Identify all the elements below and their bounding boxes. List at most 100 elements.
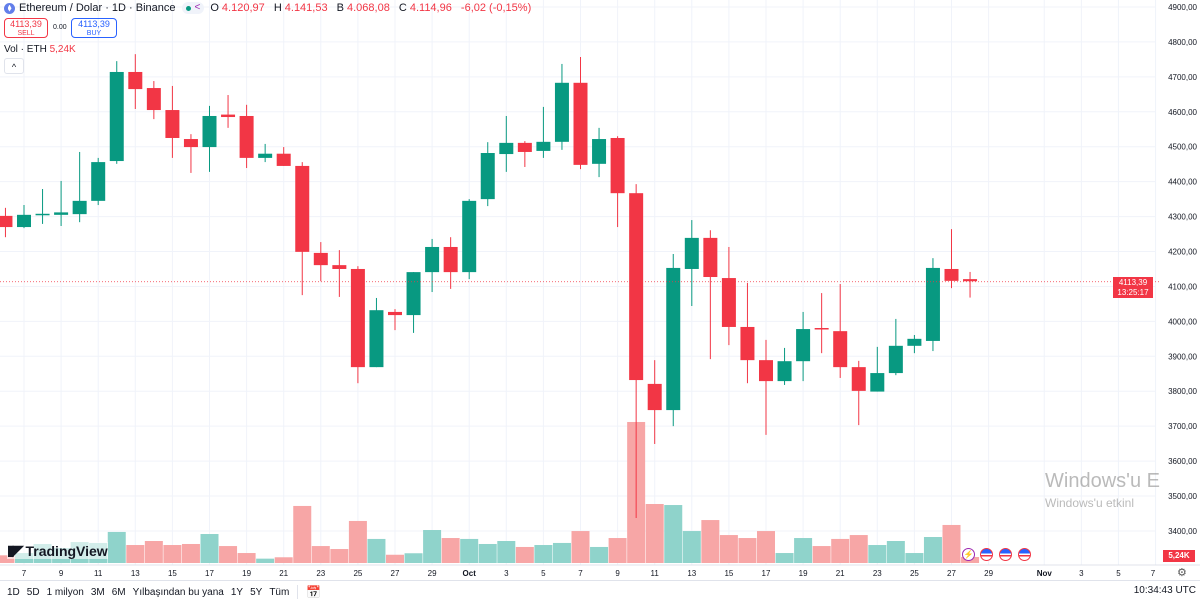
volume-bar [942,524,961,563]
volume-bar [552,542,571,563]
candle-body [239,115,254,158]
candle-body [796,329,811,362]
time-axis-label: 23 [316,569,325,578]
candle-body [443,246,458,273]
symbol-title[interactable]: Ethereum / Dolar · 1D · Binance [19,2,176,14]
windows-activation-watermark-sub: Windows'u etkinl [1045,496,1134,510]
candle-body [425,246,440,273]
close-value: 4.114,96 [409,2,452,14]
volume-bar [107,531,126,563]
ohlc-values: O 4.120,97 H 4.141,53 B 4.068,08 C 4.114,96 … [210,2,534,14]
us-flag-event-icon[interactable] [999,548,1012,561]
time-axis-label: 29 [984,569,993,578]
time-axis-label: 19 [799,569,808,578]
sell-label: SELL [17,30,35,37]
time-axis-label: 13 [131,569,140,578]
candle-body [72,200,87,215]
volume-legend[interactable]: Vol · ETH 5,24K [4,44,76,55]
volume-bar [849,535,868,563]
candle-body [313,252,328,266]
us-flag-event-icon[interactable] [980,548,993,561]
us-flag-event-icon[interactable] [1018,548,1031,561]
logo-text: TradingView [25,542,108,559]
volume-bar [293,505,312,563]
candle-body [54,212,69,215]
buy-button[interactable]: 4113,39 BUY [71,18,117,38]
share-icon: < [194,2,201,13]
toolbar-divider [297,585,299,599]
candle-body [629,193,644,381]
volume-bar [608,538,627,563]
status-pill[interactable]: < [181,2,205,14]
lightning-event-icon[interactable]: ⚡ [962,548,975,561]
candle-body [684,237,699,269]
collapse-legend-button[interactable]: ^ [4,58,24,74]
range-ytd[interactable]: Yılbaşından bu yana [132,586,224,598]
candle-body [666,267,681,411]
clock-utc[interactable]: 10:34:43 UTC [1133,585,1196,596]
go-to-date-calendar-icon[interactable]: 📅 [306,585,322,599]
range-1d[interactable]: 1D [7,586,20,598]
volume-bar [590,546,609,563]
range-all[interactable]: Tüm [269,586,290,598]
volume-label: Vol · ETH [4,44,47,55]
time-axis-label: 15 [724,569,733,578]
volume-bar [831,538,850,563]
price-axis-label: 3400,00 [1168,527,1197,536]
volume-value: 5,24K [49,44,76,55]
candle-body [183,139,198,148]
high-value: 4.141,53 [284,2,328,14]
range-3m[interactable]: 3M [90,586,105,598]
price-axis-label: 4800,00 [1168,38,1197,47]
volume-bar [367,538,386,563]
bar-countdown: 13:25:17 [1117,288,1149,297]
volume-bar [163,545,182,563]
low-label: B [336,2,344,14]
volume-bar [775,553,794,563]
time-axis-label: 9 [615,569,620,578]
candle-body [221,114,236,118]
time-axis-label: 5 [541,569,546,578]
range-1m[interactable]: 1 milyon [46,586,84,598]
volume-bar [330,549,349,563]
candle-body [276,153,291,166]
volume-bar [515,546,534,563]
candle-body [759,360,773,382]
candle-body [35,213,50,216]
candle-body [202,115,217,148]
volume-bar [794,538,813,563]
volume-bar [868,545,887,563]
sell-price: 4113,39 [10,19,42,29]
sell-button[interactable]: 4113,39 SELL [4,18,48,38]
range-1y[interactable]: 1Y [230,586,244,598]
candle-body [573,82,588,165]
candle-body [944,268,959,281]
candle-body [870,373,885,392]
time-axis-label: 19 [242,569,251,578]
volume-bar [348,520,367,563]
candle-body [703,237,718,278]
tradingview-logo-icon: ▮◤ [7,542,24,558]
candle-body [963,279,978,282]
candle-body [350,268,365,368]
candle-body [814,328,829,330]
range-5d[interactable]: 5D [26,586,40,598]
volume-bar [719,535,738,563]
price-axis-label: 4100,00 [1168,282,1197,291]
time-axis-label: 17 [762,569,771,578]
axis-settings-gear-icon[interactable]: ⚙ [1177,567,1187,579]
volume-bar [497,541,516,563]
time-axis-label: 7 [1151,569,1156,578]
volume-bar [664,505,683,563]
range-5y[interactable]: 5Y [250,586,263,598]
range-6m[interactable]: 6M [111,586,126,598]
volume-bar [219,546,238,563]
buy-label: BUY [86,30,102,37]
candle-body [406,272,421,316]
volume-bar [645,504,664,563]
candle-body [146,88,161,111]
tradingview-logo[interactable]: ▮◤ TradingView [7,542,108,559]
candle-body [332,265,347,269]
volume-bar [923,536,942,563]
